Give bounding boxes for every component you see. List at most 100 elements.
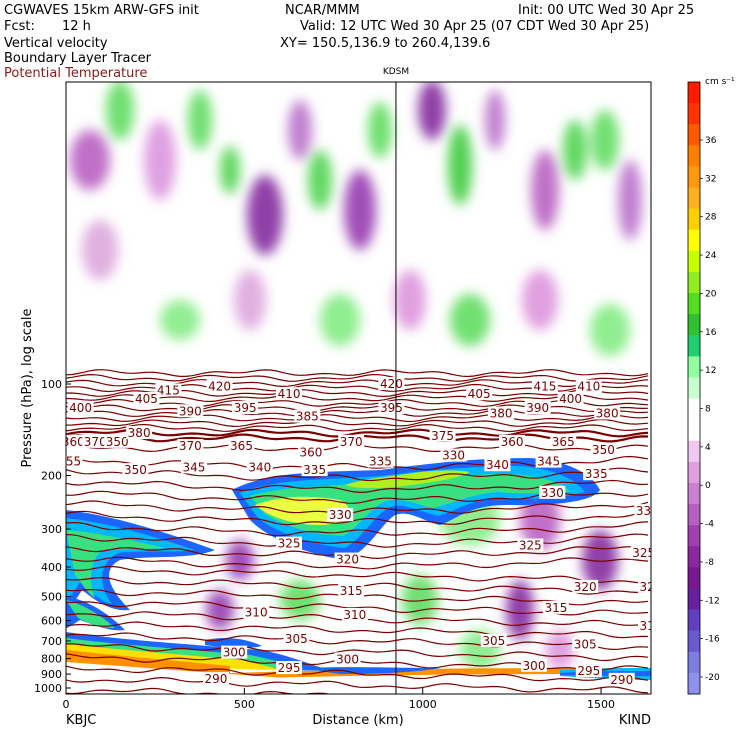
theta-label: 365 [230, 439, 253, 453]
theta-label-bg [276, 536, 303, 550]
theta-label-bg [177, 404, 204, 418]
theta-label: 325 [278, 537, 301, 551]
theta-label-bg [630, 546, 651, 560]
theta-label: 385 [296, 410, 319, 424]
theta-label-bg [539, 485, 566, 499]
fcst-value: 12 h [62, 19, 91, 34]
colorbar-tick-label: -16 [705, 635, 720, 645]
theta-label: 310 [343, 608, 366, 622]
theta-label-bg [341, 607, 368, 621]
theta-label-bg [297, 445, 324, 459]
left-endpoint-label: KBJC [66, 713, 96, 728]
theta-label: 330 [329, 508, 352, 522]
upper-wave-blobs [70, 82, 642, 356]
colorbar-swatch [688, 166, 700, 189]
isentrope-line [66, 521, 649, 537]
theta-label: 320 [336, 553, 359, 567]
colorbar-tick-label: 0 [705, 481, 711, 491]
colorbar-swatch [688, 567, 700, 589]
theta-label: 355 [58, 455, 81, 469]
theta-label: 325 [632, 546, 655, 560]
isentrope-line [66, 556, 649, 570]
colorbar-swatch [688, 588, 700, 611]
theta-label-bg [378, 377, 405, 390]
theta-label: 350 [106, 435, 129, 449]
colorbar-swatch [688, 103, 700, 125]
theta-label-bg [180, 460, 207, 474]
colorbar-swatch [688, 82, 700, 104]
colorbar-swatch [688, 229, 700, 252]
plot-frame [65, 81, 652, 695]
theta-label-bg [638, 618, 651, 632]
y-tick-label: 700 [41, 635, 62, 648]
theta-label: 300 [336, 652, 359, 666]
colorbar-swatch [688, 419, 700, 442]
isentrope-line [66, 676, 649, 694]
isentrope-line [66, 393, 649, 403]
init-time: Init: 00 UTC Wed 30 Apr 25 [518, 3, 695, 18]
theta-label-bg [338, 434, 365, 448]
colorbar-tick-label: -20 [705, 673, 720, 683]
theta-label: 405 [135, 392, 158, 406]
theta-label: 365 [552, 435, 575, 449]
theta-label-bg [466, 387, 493, 401]
colorbar-swatch [688, 335, 700, 357]
colorbar-swatch [688, 482, 700, 505]
colorbar-swatch [688, 461, 700, 484]
theta-label-bg [122, 463, 149, 477]
cross-section-xy: XY= 150.5,136.9 to 260.4,139.6 [280, 36, 491, 51]
theta-label-bg [524, 401, 551, 415]
colorbar-swatch [688, 208, 700, 231]
theta-label: 305 [285, 632, 308, 646]
colorbar-swatch [688, 356, 700, 378]
isentrope-line [66, 500, 649, 515]
theta-label: 405 [468, 387, 491, 401]
isentrope-line [66, 533, 649, 548]
theta-label: 330 [541, 486, 564, 500]
x-axis: 0 500 1000 1500 [63, 688, 615, 711]
theta-label-bg [634, 504, 651, 518]
colorbar-swatch [688, 630, 700, 653]
theta-label: 295 [278, 661, 301, 675]
theta-label: 320 [574, 580, 597, 594]
y-tick-label: 400 [41, 561, 62, 574]
theta-label-bg [535, 454, 562, 468]
colorbar-swatch [688, 440, 700, 463]
theta-label: 420 [380, 377, 403, 391]
theta-label: 370 [340, 435, 363, 449]
colorbar-swatch [688, 124, 700, 146]
isentrope-line [66, 428, 649, 438]
colorbar-swatch [688, 672, 700, 695]
colorbar-tick-label: 24 [705, 251, 717, 261]
isentrope-line [66, 404, 649, 413]
theta-label-bg [572, 637, 599, 651]
x-tick-label: 1000 [409, 698, 437, 711]
theta-label-bg [126, 426, 153, 440]
colorbar-tick-label: 16 [705, 328, 717, 338]
theta-label-bg [67, 401, 94, 415]
theta-label: 360 [62, 435, 85, 449]
theta-label-bg [104, 434, 131, 448]
colorbar: 36 32 28 24 20 16 12 8 4 0 -4 -8 -12 -16 -20 [687, 81, 720, 695]
theta-label: 305 [482, 634, 505, 648]
isentrope-line [66, 408, 649, 417]
theta-label: 380 [596, 406, 619, 420]
colorbar-swatch [688, 525, 700, 547]
theta-label: 375 [431, 429, 454, 443]
colorbar-swatch [688, 504, 700, 526]
theta-label-bg [378, 401, 405, 415]
colorbar-swatch [688, 609, 700, 632]
theta-label: 345 [537, 455, 560, 469]
theta-label-bg [550, 434, 577, 448]
theta-label-bg [202, 672, 229, 686]
theta-label-bg [243, 605, 270, 619]
y-tick-label: 800 [41, 653, 62, 666]
theta-label-bg [276, 387, 303, 401]
theta-label: 390 [526, 401, 549, 415]
isentrope-line [66, 687, 444, 694]
theta-label: 360 [300, 445, 323, 459]
isentrope-line [66, 467, 649, 482]
isentrope-line [66, 369, 649, 378]
theta-label-bg [206, 379, 233, 393]
